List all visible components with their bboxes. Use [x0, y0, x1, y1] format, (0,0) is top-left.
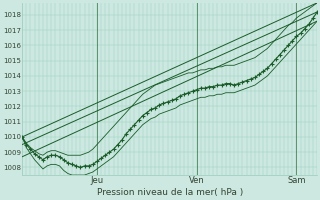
X-axis label: Pression niveau de la mer( hPa ): Pression niveau de la mer( hPa ) [97, 188, 243, 197]
